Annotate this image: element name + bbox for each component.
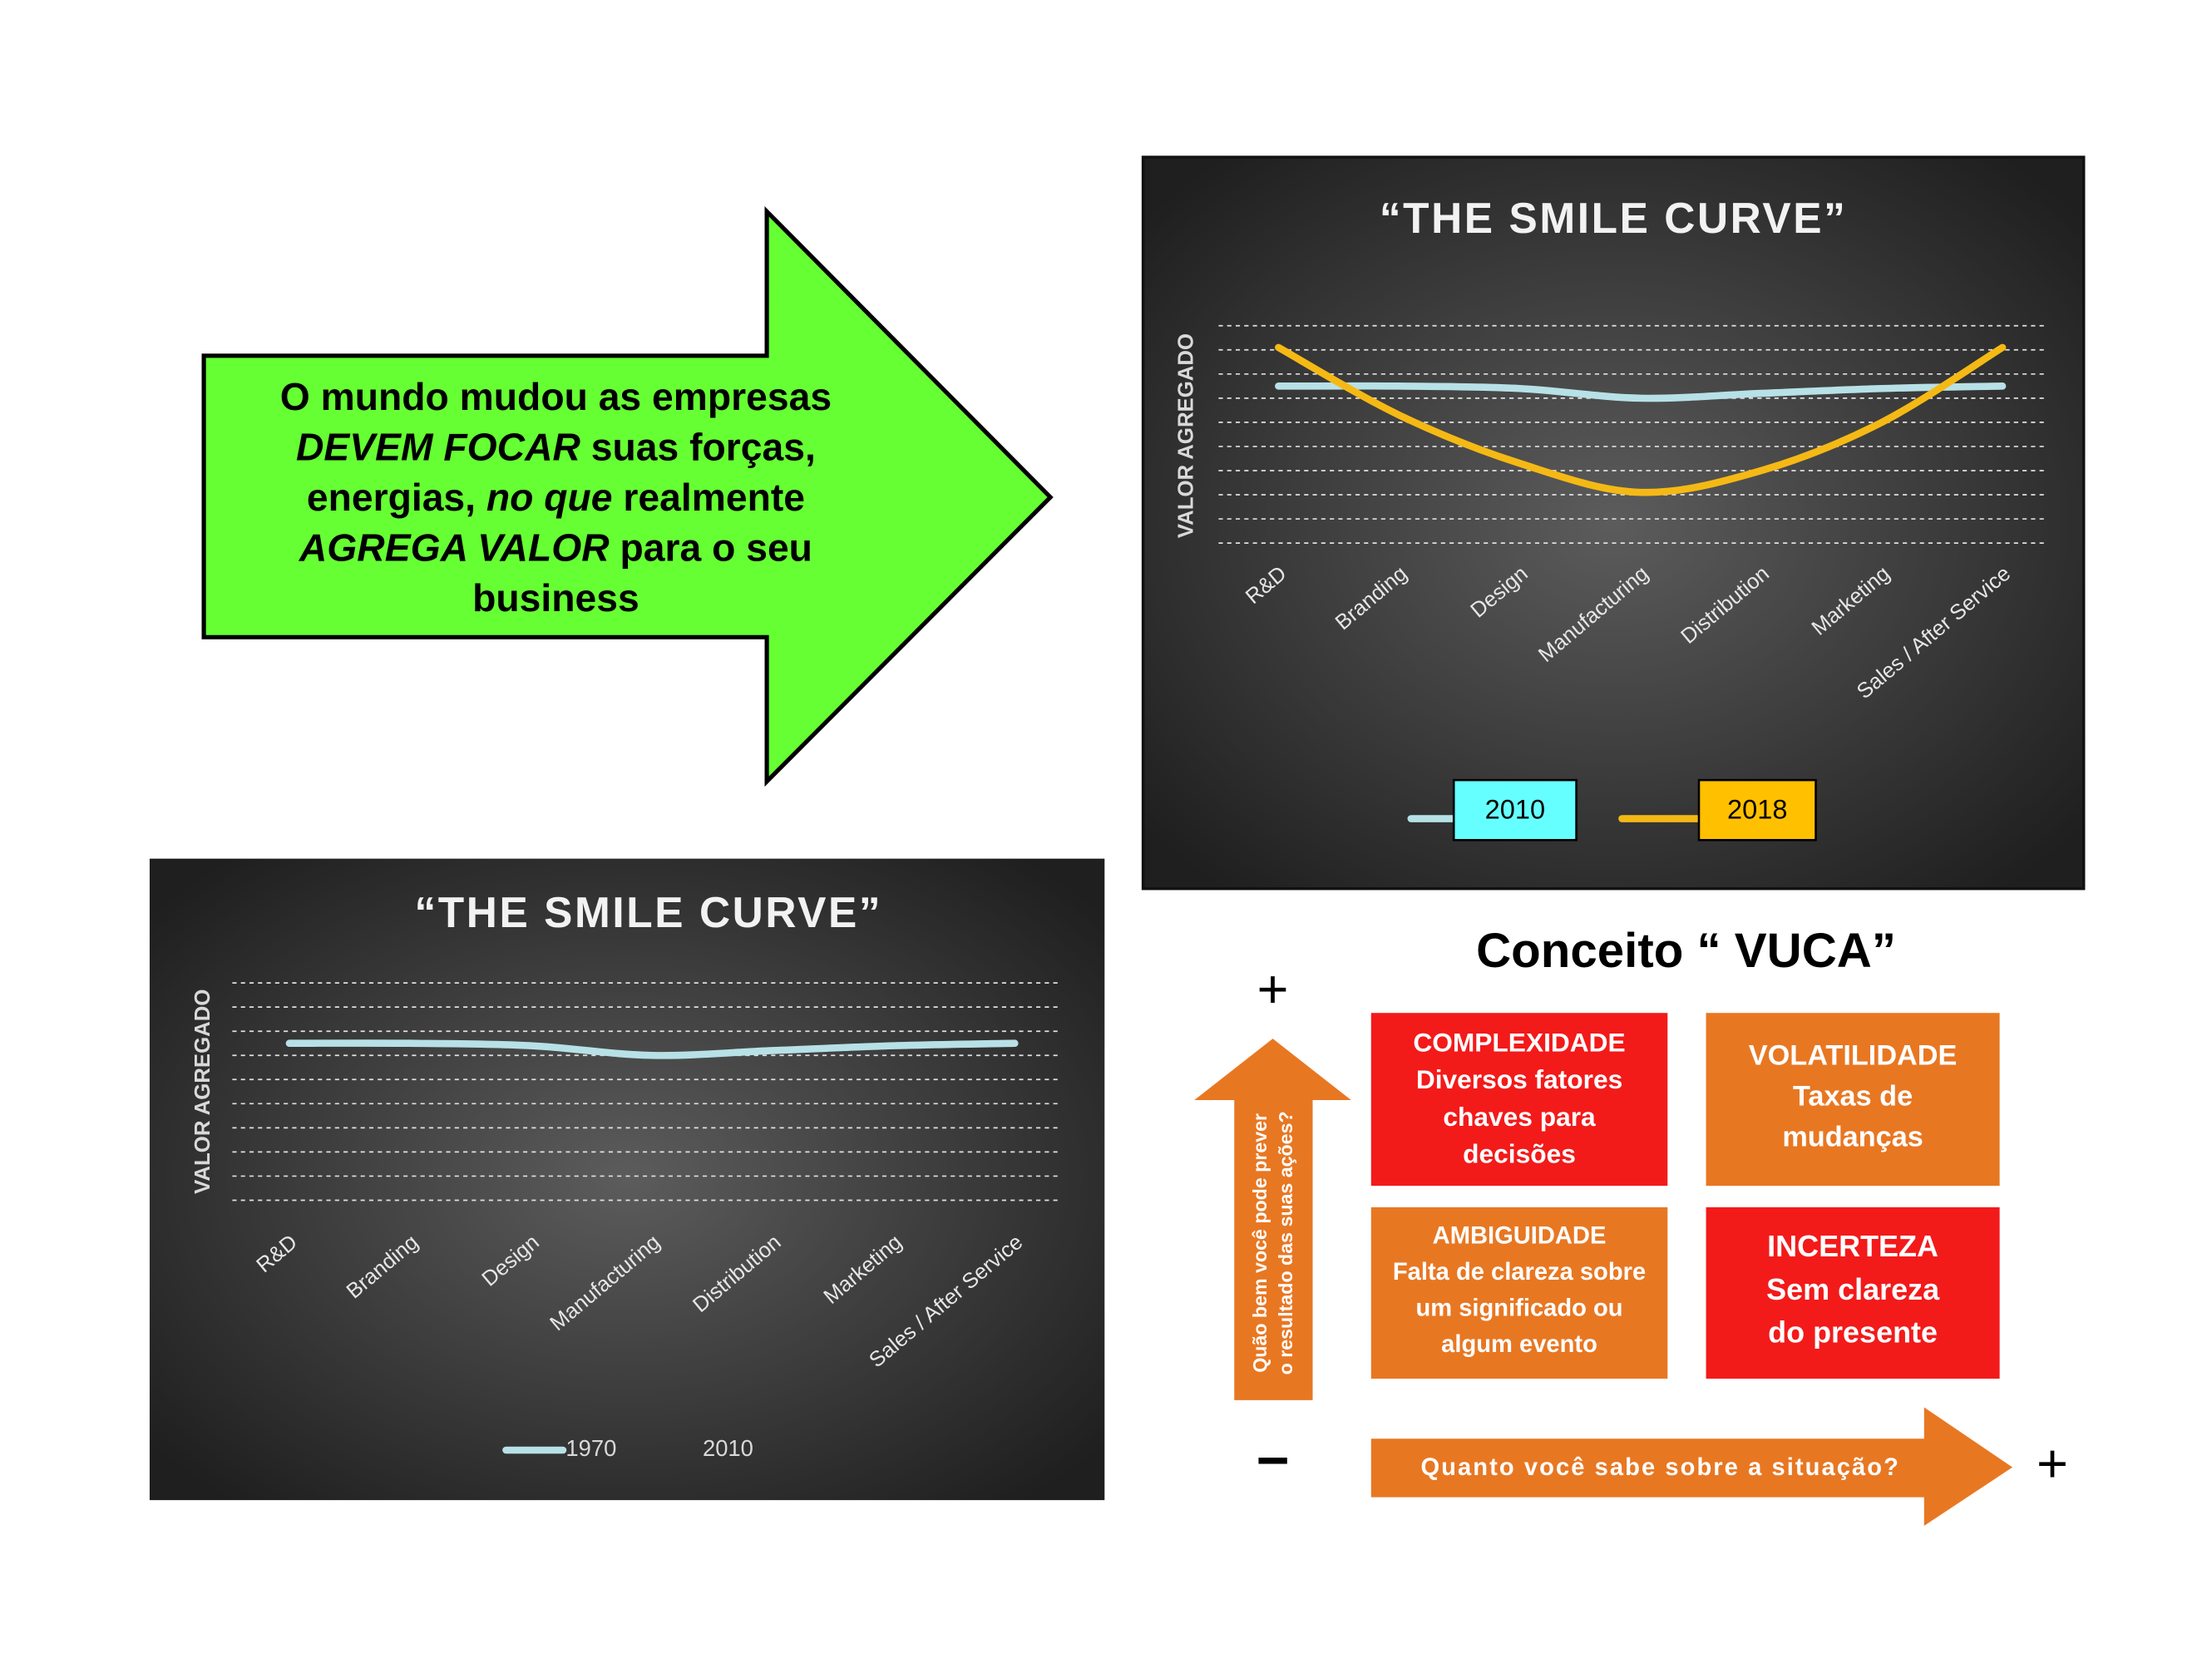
y-axis-label: o resultado das suas ações? [1275, 1111, 1296, 1374]
callout-text: energias, [307, 476, 486, 519]
quadrant-text: COMPLEXIDADE [1413, 1027, 1625, 1057]
legend-label: 2010 [1485, 794, 1545, 825]
sign: + [1257, 958, 1289, 1019]
legend-label: 1970 [565, 1435, 616, 1461]
y-axis-label: Quão bem você pode prever [1249, 1113, 1271, 1373]
chart-title: “THE SMILE CURVE” [1380, 194, 1848, 242]
callout-line: O mundo mudou as empresas [280, 375, 832, 418]
sign: − [1257, 1428, 1290, 1492]
series-line [285, 1039, 1019, 1059]
callout-text: business [472, 576, 639, 619]
callout-line: AGREGA VALOR para o seu [299, 526, 812, 570]
vuca-title: Conceito “ VUCA” [1476, 924, 1896, 978]
callout-line: DEVEM FOCAR suas forças, [296, 426, 816, 469]
callout-text: no que [486, 476, 613, 519]
quadrant-text: VOLATILIDADE [1749, 1040, 1958, 1072]
series-line [1275, 343, 2007, 496]
callout-text: DEVEM FOCAR [296, 426, 580, 469]
callout-text: AGREGA VALOR [299, 526, 610, 570]
sign: + [2037, 1433, 2068, 1493]
quadrant-text: Taxas de [1793, 1080, 1913, 1112]
quadrant [1706, 1013, 2000, 1187]
chart-panel [149, 858, 1105, 1501]
quadrant-text: Diversos fatores [1416, 1064, 1622, 1094]
series-line [1275, 382, 2007, 402]
callout-line: business [472, 576, 639, 619]
quadrant-text: do presente [1768, 1315, 1938, 1349]
legend-box [1697, 778, 1817, 841]
chart-panel [1141, 155, 2086, 891]
legend-label: 2018 [1727, 794, 1787, 825]
quadrant-text: decisões [1463, 1138, 1576, 1168]
quadrant-text: um significado ou [1415, 1295, 1622, 1322]
y-axis-arrow [1194, 1039, 1351, 1400]
quadrant-text: chaves para [1443, 1102, 1596, 1132]
callout-text: realmente [613, 476, 805, 519]
quadrant-text: Falta de clareza sobre [1393, 1259, 1646, 1285]
quadrant-text: algum evento [1441, 1331, 1597, 1358]
y-axis-label: VALOR AGREGADO [1175, 333, 1198, 538]
quadrant [1370, 1207, 1668, 1379]
x-axis-label: Quanto você sabe sobre a situação? [1420, 1454, 1899, 1481]
callout-text: suas forças, [580, 426, 816, 469]
x-axis-arrow [1370, 1407, 2013, 1527]
quadrant-text: AMBIGUIDADE [1433, 1223, 1607, 1250]
quadrant-text: INCERTEZA [1767, 1229, 1938, 1263]
quadrant [1706, 1207, 2000, 1379]
chart-title: “THE SMILE CURVE” [415, 888, 883, 936]
callout-line: energias, no que realmente [307, 476, 805, 519]
callout-text: O mundo mudou as empresas [280, 375, 832, 418]
quadrant-text: mudanças [1782, 1121, 1923, 1152]
quadrant [1370, 1013, 1668, 1187]
legend-box [1452, 778, 1578, 841]
quadrant-text: Sem clareza [1766, 1272, 1940, 1306]
y-axis-label: VALOR AGREGADO [191, 989, 215, 1194]
legend-label: 2010 [703, 1435, 753, 1461]
callout-arrow [201, 206, 1054, 787]
callout-text: para o seu [610, 526, 812, 570]
